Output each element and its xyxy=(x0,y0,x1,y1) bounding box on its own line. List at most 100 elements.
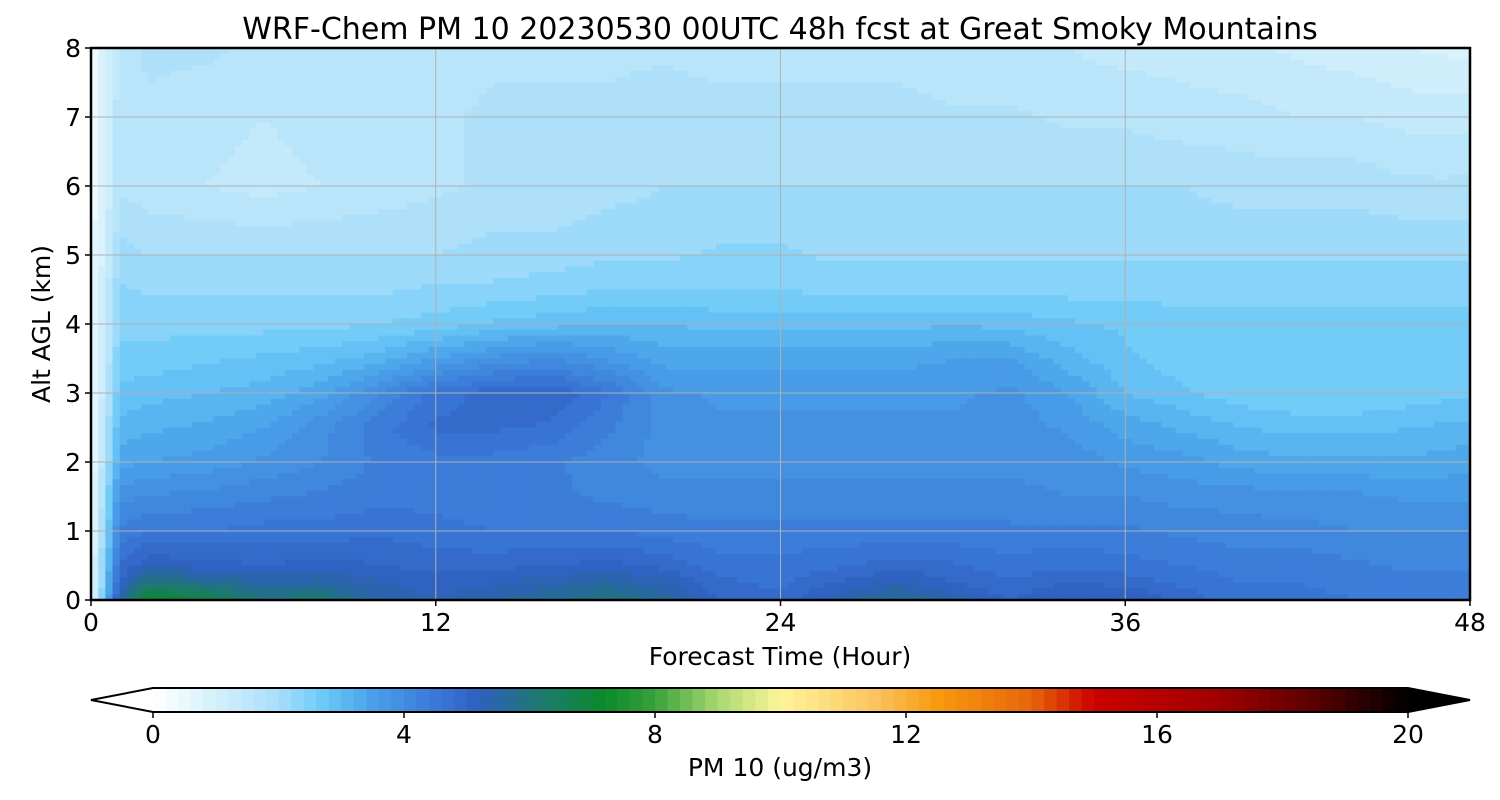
field-cell xyxy=(141,163,150,170)
field-cell xyxy=(672,117,681,124)
field-cell xyxy=(881,128,889,135)
field-cell xyxy=(579,122,588,130)
field-cell xyxy=(679,186,688,193)
field-cell xyxy=(435,140,444,147)
field-cell xyxy=(177,140,185,147)
field-cell xyxy=(1333,88,1342,95)
field-cell xyxy=(579,76,588,84)
field-cell xyxy=(306,157,315,164)
field-cell xyxy=(177,48,185,55)
field-cell xyxy=(1225,105,1234,112)
field-cell xyxy=(787,128,796,135)
field-cell xyxy=(1153,105,1162,112)
field-cell xyxy=(1390,122,1399,130)
field-cell xyxy=(622,59,631,66)
field-cell xyxy=(126,128,135,135)
field-cell xyxy=(809,145,818,153)
field-cell xyxy=(550,180,559,187)
field-cell xyxy=(766,186,774,193)
field-cell xyxy=(464,151,473,158)
field-cell xyxy=(371,48,379,55)
field-cell xyxy=(363,180,372,187)
field-cell xyxy=(1103,191,1112,199)
field-cell xyxy=(809,117,818,124)
field-cell xyxy=(328,180,336,187)
field-cell xyxy=(960,180,968,187)
field-cell xyxy=(550,134,559,141)
field-cell xyxy=(931,122,940,130)
field-cell xyxy=(701,157,710,164)
field-cell xyxy=(1398,128,1406,135)
field-cell xyxy=(543,76,552,84)
field-cell xyxy=(902,151,911,158)
field-cell xyxy=(1031,65,1040,72)
field-cell xyxy=(593,168,602,176)
field-cell xyxy=(1290,163,1299,170)
field-cell xyxy=(1333,163,1342,170)
field-cell xyxy=(1039,145,1047,153)
field-cell xyxy=(126,105,135,112)
field-cell xyxy=(1175,71,1184,78)
field-cell xyxy=(751,88,760,95)
field-cell xyxy=(392,94,401,101)
field-cell xyxy=(1067,94,1076,101)
field-cell xyxy=(399,168,408,176)
field-cell xyxy=(421,59,430,66)
field-cell xyxy=(852,128,861,135)
field-cell xyxy=(1426,53,1435,61)
field-cell xyxy=(557,145,566,153)
field-cell xyxy=(701,94,710,101)
field-cell xyxy=(974,76,983,84)
field-cell xyxy=(766,105,774,112)
field-cell xyxy=(213,105,221,112)
field-cell xyxy=(1146,157,1155,164)
field-cell xyxy=(457,65,466,72)
field-cell xyxy=(105,197,114,204)
field-cell xyxy=(1053,88,1062,95)
field-cell xyxy=(758,157,767,164)
field-cell xyxy=(363,105,372,112)
field-cell xyxy=(1333,48,1342,55)
field-cell xyxy=(399,111,408,118)
field-cell xyxy=(112,140,121,147)
field-cell xyxy=(615,111,624,118)
field-cell xyxy=(816,157,825,164)
field-cell xyxy=(1153,111,1162,118)
field-cell xyxy=(105,186,114,193)
field-cell xyxy=(852,140,861,147)
field-cell xyxy=(155,48,164,55)
field-cell xyxy=(220,140,229,147)
field-cell xyxy=(723,88,731,95)
field-cell xyxy=(1405,65,1414,72)
field-cell xyxy=(1290,111,1299,118)
field-cell xyxy=(220,117,229,124)
field-cell xyxy=(636,88,645,95)
field-cell xyxy=(98,105,106,112)
field-cell xyxy=(543,186,552,193)
field-cell xyxy=(823,88,832,95)
field-cell xyxy=(249,122,257,130)
field-cell xyxy=(256,76,264,84)
field-cell xyxy=(823,128,832,135)
field-cell xyxy=(938,105,947,112)
field-cell xyxy=(220,180,229,187)
field-cell xyxy=(945,88,954,95)
field-cell xyxy=(672,122,681,130)
field-cell xyxy=(227,94,236,101)
field-cell xyxy=(909,151,918,158)
field-cell xyxy=(1060,105,1069,112)
field-cell xyxy=(1419,105,1428,112)
field-cell xyxy=(1276,94,1284,101)
field-cell xyxy=(744,163,753,170)
field-cell xyxy=(414,71,422,78)
field-cell xyxy=(536,65,545,72)
field-cell xyxy=(1146,134,1155,141)
field-cell xyxy=(1426,117,1435,124)
field-cell xyxy=(1197,122,1205,130)
field-cell xyxy=(600,88,609,95)
field-cell xyxy=(521,76,530,84)
field-cell xyxy=(794,163,803,170)
field-cell xyxy=(378,168,387,176)
field-cell xyxy=(1053,117,1062,124)
field-cell xyxy=(191,59,200,66)
